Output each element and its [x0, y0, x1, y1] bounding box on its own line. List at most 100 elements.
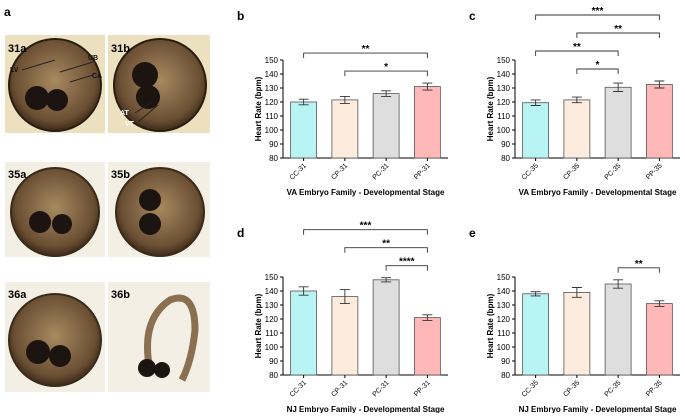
y-tick-label: 120	[497, 98, 511, 107]
significance-bracket	[344, 247, 428, 253]
y-tick-label: 90	[501, 140, 510, 149]
image-label: 36b	[111, 289, 130, 301]
x-tick-label: CP-35	[562, 379, 581, 398]
bar	[331, 99, 359, 159]
significance-bracket	[385, 265, 428, 271]
x-tick-label: CC-35	[521, 379, 540, 398]
panel-label: b	[237, 9, 244, 23]
significance-bracket	[617, 267, 660, 273]
image-label: 36a	[8, 289, 27, 301]
image-36b: 36b	[108, 282, 210, 392]
bar	[413, 317, 441, 376]
significance-bracket	[535, 14, 660, 20]
x-tick-label: CC-35	[521, 162, 540, 181]
x-tick-label: PP-31	[413, 379, 432, 398]
y-tick-label: 100	[497, 343, 511, 352]
y-tick-label: 120	[265, 98, 279, 107]
y-axis-label: Heart Rate (bpm)	[486, 293, 495, 358]
y-axis-label: Heart Rate (bpm)	[486, 76, 495, 141]
image-31a: 31a	[5, 35, 105, 133]
image-36a: 36a	[5, 282, 105, 392]
x-tick-label: CP-31	[330, 379, 349, 398]
y-tick-label: 140	[497, 70, 511, 79]
image-label: 35a	[8, 169, 27, 181]
x-tick-label: PC-35	[604, 379, 623, 398]
y-tick-label: 100	[497, 126, 511, 135]
annotation: AT	[120, 110, 130, 117]
significance-label: **	[382, 239, 390, 250]
y-tick-label: 150	[497, 273, 511, 282]
error-bar	[571, 96, 582, 104]
y-tick-label: 80	[269, 154, 278, 163]
x-axis-label: NJ Embryo Family - Developmental Stage	[287, 405, 445, 413]
significance-label: **	[614, 24, 622, 35]
annotation: LV	[10, 67, 19, 74]
y-tick-label: 90	[501, 357, 510, 366]
bar	[522, 102, 550, 159]
error-bar	[381, 90, 392, 97]
error-bar	[339, 95, 350, 104]
significance-label: ***	[592, 6, 604, 17]
y-tick-label: 150	[497, 56, 511, 65]
bar	[372, 93, 400, 159]
x-axis-label: VA Embryo Family - Developmental Stage	[287, 188, 445, 197]
y-tick-label: 90	[269, 357, 278, 366]
y-tick-label: 110	[265, 112, 278, 121]
x-tick-label: CP-35	[562, 162, 581, 181]
y-tick-label: 140	[497, 287, 511, 296]
bar	[522, 293, 550, 376]
significance-label: ***	[360, 221, 372, 232]
bar	[645, 84, 673, 159]
y-tick-label: 150	[265, 56, 279, 65]
error-bar	[339, 289, 350, 305]
image-35a: 35a	[5, 162, 105, 257]
significance-bracket	[576, 32, 660, 38]
y-tick-label: 80	[269, 371, 278, 380]
error-bar	[654, 80, 665, 89]
y-tick-label: 110	[265, 329, 278, 338]
bar	[290, 101, 318, 159]
significance-bracket	[535, 50, 619, 56]
bar	[372, 279, 400, 376]
y-tick-label: 150	[265, 273, 279, 282]
bar	[331, 296, 359, 376]
y-tick-label: 80	[501, 154, 510, 163]
panel-a: a 31a 31b LV UB CA AT VT 35a	[4, 5, 210, 392]
error-bar	[530, 99, 541, 106]
x-tick-label: CP-31	[330, 162, 349, 181]
error-bar	[381, 277, 392, 283]
significance-label: ****	[399, 257, 415, 268]
y-axis-label: Heart Rate (bpm)	[254, 293, 263, 358]
panel-label: e	[469, 226, 476, 240]
image-31b: 31b	[108, 35, 210, 133]
panel-label: c	[469, 9, 476, 23]
y-tick-label: 110	[497, 329, 510, 338]
annotation: CA	[92, 73, 102, 80]
y-tick-label: 120	[497, 315, 511, 324]
error-bar	[613, 82, 624, 92]
y-tick-label: 80	[501, 371, 510, 380]
significance-label: *	[384, 62, 388, 73]
bar	[645, 303, 673, 376]
y-tick-label: 130	[497, 84, 511, 93]
error-bar	[422, 82, 433, 91]
error-bar	[530, 291, 541, 297]
x-tick-label: PP-35	[645, 162, 664, 181]
x-axis-label: NJ Embryo Family - Developmental Stage	[519, 405, 677, 413]
annotation: UB	[88, 55, 98, 62]
x-tick-label: CC-31	[289, 379, 308, 398]
error-bar	[298, 98, 309, 106]
y-tick-label: 130	[497, 301, 511, 310]
significance-bracket	[303, 229, 428, 235]
y-tick-label: 90	[269, 140, 278, 149]
error-bar	[298, 286, 309, 296]
annotation: VT	[125, 121, 135, 128]
bar	[563, 99, 591, 159]
y-axis-label: Heart Rate (bpm)	[254, 76, 263, 141]
panel-label: d	[237, 226, 244, 240]
bar	[563, 291, 591, 376]
x-axis-label: VA Embryo Family - Developmental Stage	[519, 188, 677, 197]
image-annotations: LV UB CA AT VT	[10, 55, 159, 128]
y-tick-label: 130	[265, 301, 279, 310]
error-bar	[654, 300, 665, 307]
